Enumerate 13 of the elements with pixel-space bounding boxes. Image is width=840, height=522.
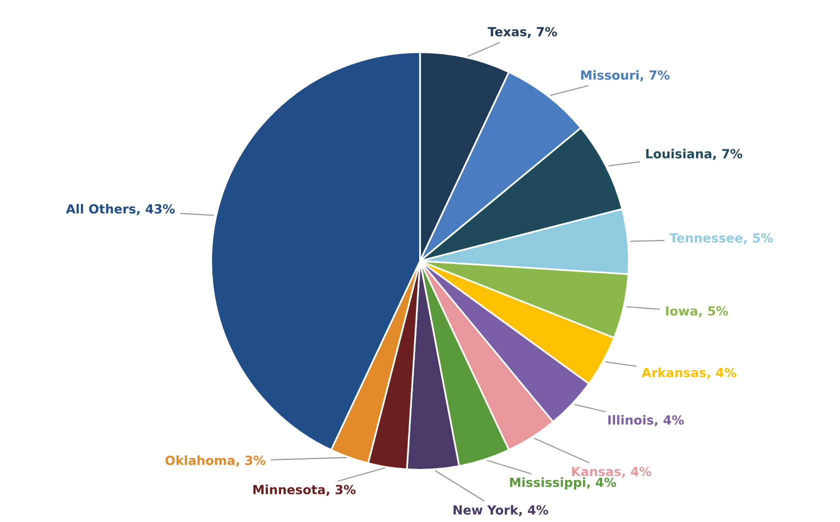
slice-label: Minnesota, 3% xyxy=(253,484,356,496)
slice-label: Texas, 7% xyxy=(488,26,557,38)
slice-label: Iowa, 5% xyxy=(666,306,728,318)
slice-label: New York, 4% xyxy=(454,505,548,516)
slice-label: Arkansas, 4% xyxy=(642,368,736,379)
slice-label: Kansas, 4% xyxy=(572,466,652,478)
slice-label: Missouri, 7% xyxy=(581,70,670,82)
slice-label: Mississippi, 4% xyxy=(510,477,616,490)
slice-label: Louisiana, 7% xyxy=(646,148,742,160)
slice-label: All Others, 43% xyxy=(66,204,175,216)
slice-label: Illinois, 4% xyxy=(608,415,684,426)
slice-label: Oklahoma, 3% xyxy=(165,455,266,467)
slice-label: Tennessee, 5% xyxy=(670,233,773,244)
